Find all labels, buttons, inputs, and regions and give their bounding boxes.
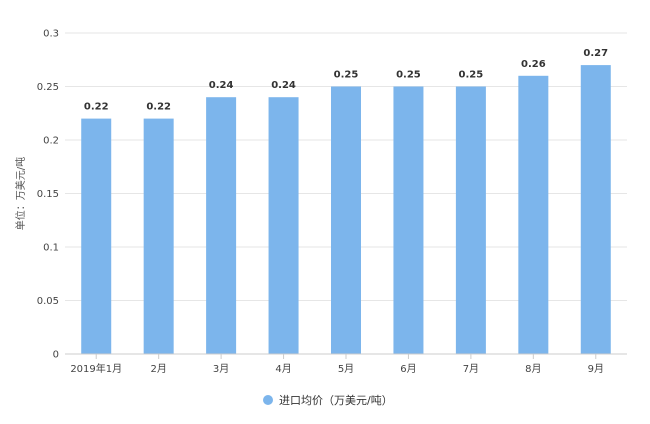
bar: [206, 97, 237, 354]
x-tick-label: 3月: [213, 363, 229, 375]
bar: [143, 118, 174, 354]
y-tick-label: 0.2: [43, 136, 59, 147]
y-axis-title: 单位：万美元/吨: [14, 157, 27, 230]
y-tick-label: 0.15: [37, 189, 59, 200]
bar: [393, 86, 424, 354]
x-tick-label: 2月: [150, 363, 166, 375]
x-tick-label: 4月: [275, 363, 291, 375]
data-label: 0.25: [396, 70, 421, 81]
y-tick-label: 0.1: [43, 243, 59, 254]
x-axis-ticks: 2019年1月 2月 3月 4月 5月 6月 7月 8月 9月: [70, 354, 604, 375]
data-label: 0.25: [334, 70, 359, 81]
y-tick-label: 0.25: [37, 82, 59, 93]
x-tick-label: 6月: [400, 363, 416, 375]
y-tick-label: 0.3: [43, 29, 59, 40]
x-tick-label: 5月: [338, 363, 354, 375]
data-label: 0.25: [459, 70, 484, 81]
bar: [331, 86, 361, 354]
y-axis-ticks: 0 0.05 0.1 0.15 0.2 0.25 0.3: [37, 29, 59, 361]
y-tick-label: 0.05: [37, 296, 59, 307]
x-tick-label: 9月: [588, 363, 604, 375]
data-label: 0.22: [84, 102, 109, 113]
y-tick-label: 0: [53, 350, 59, 361]
x-tick-label: 2019年1月: [70, 362, 122, 375]
x-tick-label: 7月: [463, 363, 479, 375]
data-label: 0.26: [521, 59, 546, 70]
legend-label: 进口均价（万美元/吨）: [279, 394, 393, 407]
data-label: 0.24: [209, 80, 234, 91]
bar: [580, 65, 611, 354]
legend-marker-icon: [263, 395, 273, 405]
data-labels: 0.22 0.22 0.24 0.24 0.25 0.25 0.25 0.26 0.27: [84, 48, 608, 113]
legend[interactable]: 进口均价（万美元/吨）: [263, 394, 393, 407]
bar: [268, 97, 299, 354]
bar: [518, 75, 549, 355]
bar: [81, 118, 112, 354]
data-label: 0.22: [146, 102, 171, 113]
data-label: 0.24: [271, 80, 296, 91]
x-tick-label: 8月: [525, 363, 541, 375]
bars: [81, 65, 611, 355]
bar: [455, 86, 486, 354]
data-label: 0.27: [583, 48, 608, 59]
